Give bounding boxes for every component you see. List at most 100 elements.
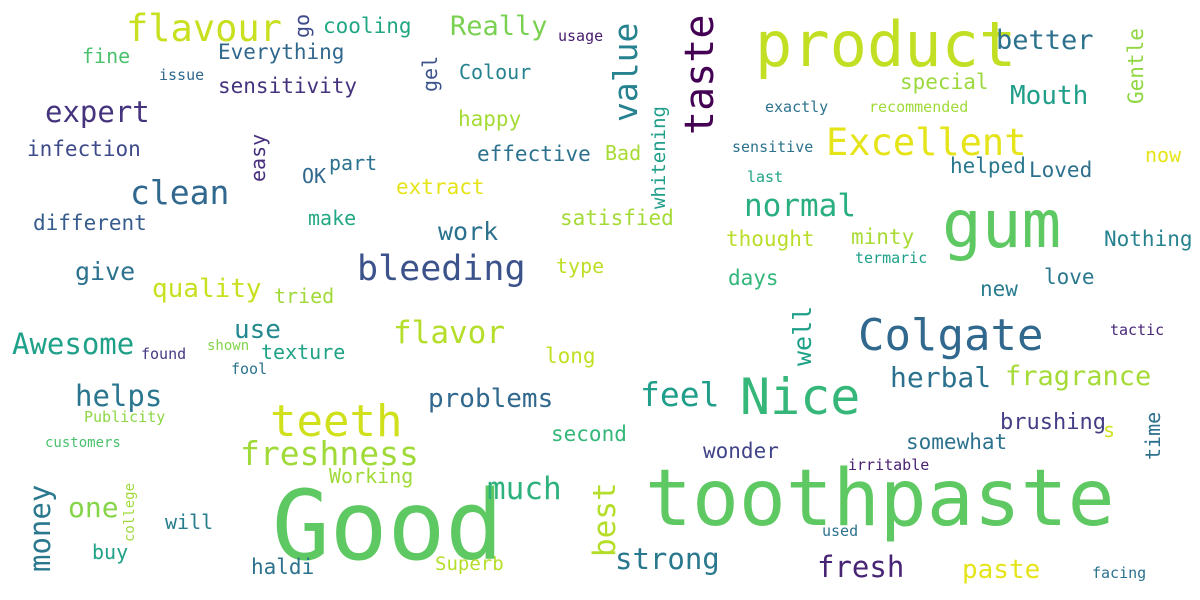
word-part: part <box>329 151 378 175</box>
word-effective: effective <box>477 142 591 166</box>
word-use: use <box>234 315 281 345</box>
word-superb: Superb <box>435 553 504 575</box>
word-good: Good <box>272 470 504 582</box>
word-really: Really <box>450 11 548 42</box>
word-love: love <box>1044 265 1095 289</box>
word-gentle: Gentle <box>1124 28 1148 104</box>
word-new: new <box>980 277 1018 301</box>
word-found: found <box>141 345 187 363</box>
word-much: much <box>487 471 562 507</box>
word-thought: thought <box>726 227 815 251</box>
word-last: last <box>747 168 784 186</box>
word-colour: Colour <box>459 60 532 84</box>
word-give: give <box>75 257 136 286</box>
word-tactic: tactic <box>1110 321 1165 339</box>
word-wonder: wonder <box>703 439 779 463</box>
word-used: used <box>822 522 859 540</box>
word-problems: problems <box>428 384 554 414</box>
word-value: value <box>606 22 645 122</box>
word-fool: fool <box>231 360 268 378</box>
word-taste: taste <box>677 14 723 135</box>
word-days: days <box>728 266 779 290</box>
word-freshness: freshness <box>240 434 419 473</box>
word-texture: texture <box>261 340 346 364</box>
word-helps: helps <box>75 379 163 413</box>
word-irritable: irritable <box>848 456 930 474</box>
word-loved: Loved <box>1029 158 1093 182</box>
word-ok: OK <box>302 164 327 188</box>
word-second: second <box>551 422 627 446</box>
word-money: money <box>23 484 57 572</box>
word-everything: Everything <box>218 40 345 64</box>
word-work: work <box>438 217 499 246</box>
word-quality: quality <box>152 274 262 304</box>
word-s: s <box>1103 418 1116 442</box>
word-better: better <box>996 25 1094 56</box>
word-well: well <box>788 305 817 366</box>
word-whitening: whitening <box>648 106 670 209</box>
word-colgate: Colgate <box>858 310 1044 361</box>
word-awesome: Awesome <box>12 327 135 361</box>
word-normal: normal <box>744 188 856 224</box>
word-strong: strong <box>615 542 720 576</box>
word-gel: gel <box>418 55 442 92</box>
word-haldi: haldi <box>251 555 315 579</box>
word-herbal: herbal <box>890 361 992 394</box>
word-excellent: Excellent <box>826 121 1027 164</box>
word-make: make <box>308 206 357 230</box>
word-teeth: teeth <box>270 396 403 447</box>
word-helped: helped <box>950 154 1026 178</box>
word-expert: expert <box>45 95 150 129</box>
word-type: type <box>556 254 605 278</box>
word-gum: gum <box>942 186 1062 263</box>
word-usage: usage <box>558 27 604 45</box>
word-minty: minty <box>851 225 915 249</box>
word-happy: happy <box>458 107 522 131</box>
word-paste: paste <box>962 555 1041 585</box>
word-time: time <box>1141 411 1165 460</box>
word-extract: extract <box>396 175 485 199</box>
word-will: will <box>165 510 214 534</box>
word-sensitivity: sensitivity <box>218 74 358 98</box>
word-working: Working <box>329 464 414 488</box>
word-easy: easy <box>246 133 270 182</box>
word-exactly: exactly <box>765 98 829 116</box>
word-fine: fine <box>82 44 131 68</box>
word-shown: shown <box>207 338 250 354</box>
word-flavor: flavor <box>393 315 505 351</box>
word-feel: feel <box>640 375 720 414</box>
word-one: one <box>68 491 119 524</box>
word-somewhat: somewhat <box>906 430 1008 454</box>
word-clean: clean <box>130 173 230 212</box>
word-bleeding: bleeding <box>357 249 526 289</box>
word-brushing: brushing <box>1000 410 1106 435</box>
word-fresh: fresh <box>817 550 905 584</box>
word-buy: buy <box>92 540 129 564</box>
word-mouth: Mouth <box>1010 81 1089 111</box>
word-long: long <box>545 344 596 368</box>
word-issue: issue <box>159 66 205 84</box>
word-facing: facing <box>1092 564 1147 582</box>
word-fragrance: fragrance <box>1005 361 1152 392</box>
word-product: product <box>755 8 1017 81</box>
word-nothing: Nothing <box>1104 227 1193 251</box>
word-go: go <box>290 13 314 38</box>
word-infection: infection <box>27 137 141 161</box>
word-different: different <box>33 211 147 235</box>
word-recommended: recommended <box>869 98 969 116</box>
word-sensitive: sensitive <box>732 138 814 156</box>
word-college: college <box>122 482 138 542</box>
word-nice: Nice <box>740 368 861 426</box>
word-flavour: flavour <box>126 7 282 50</box>
word-cooling: cooling <box>323 14 412 38</box>
word-now: now <box>1145 143 1182 167</box>
word-best: best <box>587 482 623 557</box>
word-customers: customers <box>45 435 121 451</box>
word-publicity: Publicity <box>84 408 166 426</box>
word-termaric: termaric <box>855 249 928 267</box>
word-special: special <box>900 70 989 94</box>
word-tried: tried <box>274 284 335 308</box>
word-satisfied: satisfied <box>560 206 674 230</box>
word-toothpaste: toothpaste <box>645 454 1115 544</box>
